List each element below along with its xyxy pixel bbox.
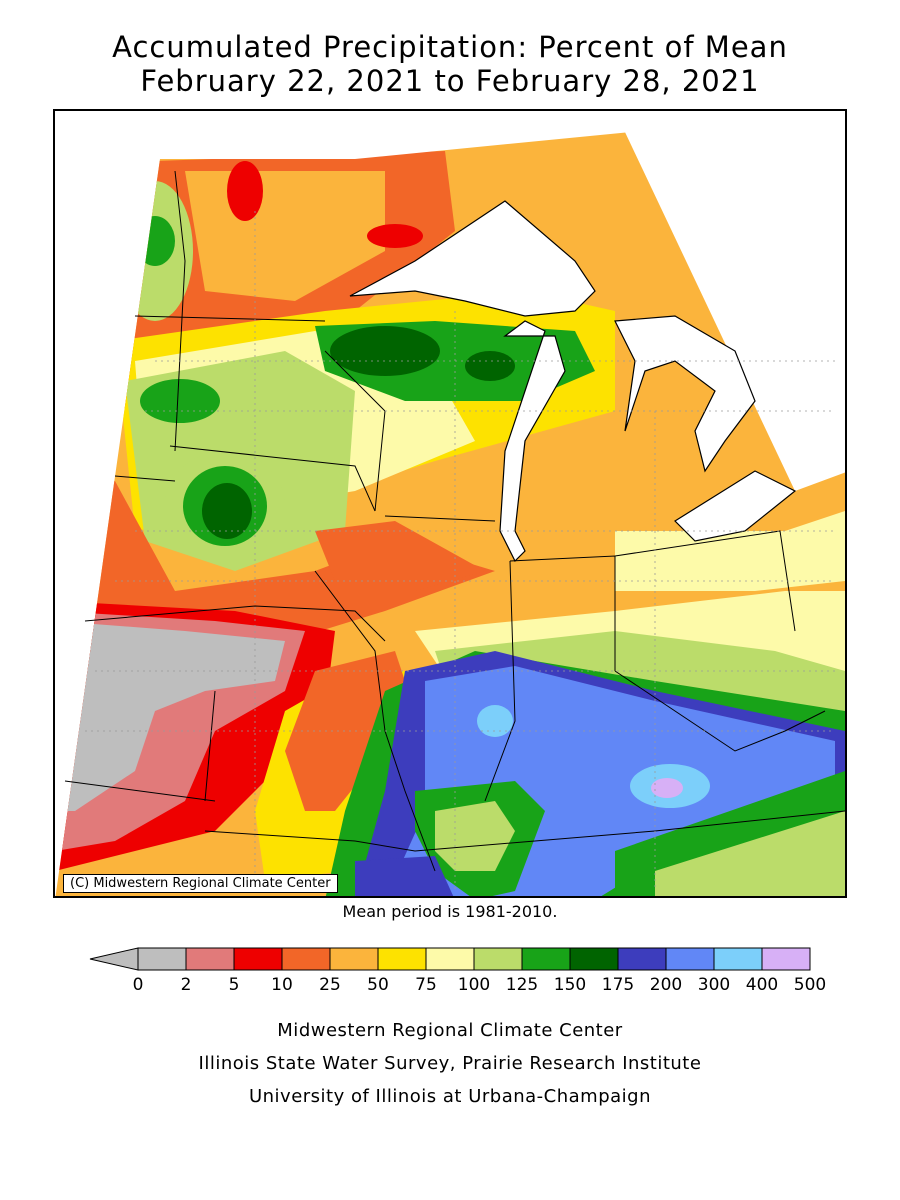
legend-swatch [713,947,763,971]
legend-label: 100 [457,975,491,995]
legend-swatch [473,947,523,971]
legend-swatch [185,947,235,971]
legend-label: 175 [601,975,635,995]
legend-underflow-arrow [89,947,139,971]
credit-line-2: Illinois State Water Survey, Prairie Res… [198,1053,702,1074]
map-title-line-1: Accumulated Precipitation: Percent of Me… [112,30,788,64]
legend-label: 75 [415,975,437,995]
legend-swatch [569,947,619,971]
legend-label: 300 [697,975,731,995]
legend-swatch [137,947,187,971]
credit-line-3: University of Illinois at Urbana-Champai… [248,1086,652,1107]
mean-period-note: Mean period is 1981-2010. [342,902,558,921]
legend-swatch [521,947,571,971]
precipitation-map: (C) Midwestern Regional Climate Center [53,109,847,898]
legend-label: 0 [132,975,144,995]
legend-label: 125 [505,975,539,995]
legend-label: 150 [553,975,587,995]
legend-label: 2 [180,975,192,995]
legend-swatch [425,947,475,971]
legend-swatch [665,947,715,971]
legend-swatch [329,947,379,971]
legend-label: 10 [271,975,293,995]
legend-swatch [761,947,811,971]
legend-swatch [617,947,667,971]
legend-label: 5 [228,975,240,995]
map-copyright: (C) Midwestern Regional Climate Center [63,874,338,893]
color-legend [89,947,811,971]
legend-label: 25 [319,975,341,995]
legend-label: 400 [745,975,779,995]
legend-swatch [377,947,427,971]
legend-swatch [281,947,331,971]
legend-swatch [233,947,283,971]
legend-label: 200 [649,975,683,995]
map-title-line-2: February 22, 2021 to February 28, 2021 [140,64,760,98]
legend-label: 50 [367,975,389,995]
credit-line-1: Midwestern Regional Climate Center [277,1020,623,1041]
map-canvas [55,111,845,896]
legend-label: 500 [793,975,827,995]
